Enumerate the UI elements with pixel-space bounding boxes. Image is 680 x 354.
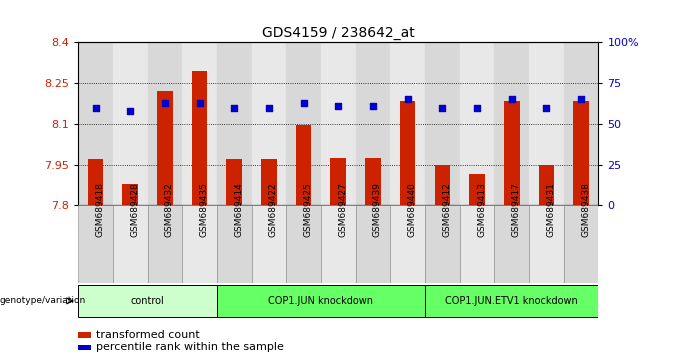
Point xyxy=(228,105,239,110)
Bar xyxy=(286,205,321,283)
Text: GSM689418: GSM689418 xyxy=(95,182,105,237)
Text: COP1.JUN.ETV1 knockdown: COP1.JUN.ETV1 knockdown xyxy=(445,296,578,306)
Bar xyxy=(88,159,103,205)
Bar xyxy=(435,165,450,205)
Point xyxy=(90,105,101,110)
Point xyxy=(402,97,413,102)
Bar xyxy=(365,158,381,205)
Bar xyxy=(356,42,390,205)
Text: GSM689432: GSM689432 xyxy=(165,182,174,236)
Point xyxy=(263,105,274,110)
Bar xyxy=(425,285,598,317)
Bar xyxy=(356,205,390,283)
Text: GSM689412: GSM689412 xyxy=(442,182,452,236)
Bar xyxy=(460,205,494,283)
Text: genotype/variation: genotype/variation xyxy=(0,296,86,306)
Text: GSM689417: GSM689417 xyxy=(511,182,521,237)
Bar xyxy=(494,42,529,205)
Text: GSM689413: GSM689413 xyxy=(477,182,486,237)
Text: GSM689438: GSM689438 xyxy=(581,182,590,237)
Point xyxy=(437,105,447,110)
Bar xyxy=(78,332,91,338)
Bar xyxy=(122,184,138,205)
Title: GDS4159 / 238642_at: GDS4159 / 238642_at xyxy=(262,26,415,40)
Bar xyxy=(400,101,415,205)
Bar xyxy=(252,42,286,205)
Bar xyxy=(330,158,346,205)
Bar xyxy=(390,205,425,283)
Bar xyxy=(148,205,182,283)
Bar xyxy=(113,205,148,283)
Text: GSM689431: GSM689431 xyxy=(546,182,556,237)
Bar xyxy=(564,42,598,205)
Bar xyxy=(529,205,564,283)
Point xyxy=(194,100,205,105)
Bar xyxy=(573,101,589,205)
Bar xyxy=(539,165,554,205)
Bar xyxy=(425,42,460,205)
Bar xyxy=(504,101,520,205)
Text: GSM689427: GSM689427 xyxy=(338,182,347,236)
Bar xyxy=(425,205,460,283)
Bar xyxy=(78,345,91,350)
Text: transformed count: transformed count xyxy=(97,330,200,340)
Bar xyxy=(192,71,207,205)
Bar xyxy=(182,42,217,205)
Point xyxy=(541,105,551,110)
Text: GSM689425: GSM689425 xyxy=(303,182,313,236)
Text: GSM689428: GSM689428 xyxy=(130,182,139,236)
Bar xyxy=(564,205,598,283)
Bar xyxy=(217,205,252,283)
Bar xyxy=(78,205,113,283)
Point xyxy=(298,100,309,105)
Bar xyxy=(529,42,564,205)
Point xyxy=(124,108,135,114)
Bar xyxy=(296,125,311,205)
Text: GSM689440: GSM689440 xyxy=(407,182,417,236)
Bar xyxy=(148,42,182,205)
Text: percentile rank within the sample: percentile rank within the sample xyxy=(97,342,284,352)
Text: GSM689414: GSM689414 xyxy=(234,182,243,236)
Bar xyxy=(157,91,173,205)
Bar xyxy=(286,42,321,205)
Text: GSM689435: GSM689435 xyxy=(200,182,209,237)
Bar xyxy=(78,285,217,317)
Bar xyxy=(182,205,217,283)
Point xyxy=(471,105,482,110)
Text: COP1.JUN knockdown: COP1.JUN knockdown xyxy=(269,296,373,306)
Bar xyxy=(321,205,356,283)
Point xyxy=(575,97,586,102)
Point xyxy=(333,103,343,109)
Bar xyxy=(78,42,113,205)
Bar xyxy=(321,42,356,205)
Point xyxy=(367,103,378,109)
Bar xyxy=(390,42,425,205)
Bar xyxy=(494,205,529,283)
Point xyxy=(506,97,517,102)
Point xyxy=(159,100,170,105)
Text: GSM689439: GSM689439 xyxy=(373,182,382,237)
Bar xyxy=(226,159,242,205)
Bar xyxy=(469,174,485,205)
Bar xyxy=(252,205,286,283)
Bar xyxy=(217,285,425,317)
Bar xyxy=(261,159,277,205)
Bar xyxy=(460,42,494,205)
Text: GSM689422: GSM689422 xyxy=(269,182,278,236)
Bar xyxy=(217,42,252,205)
Text: control: control xyxy=(131,296,165,306)
Bar xyxy=(113,42,148,205)
